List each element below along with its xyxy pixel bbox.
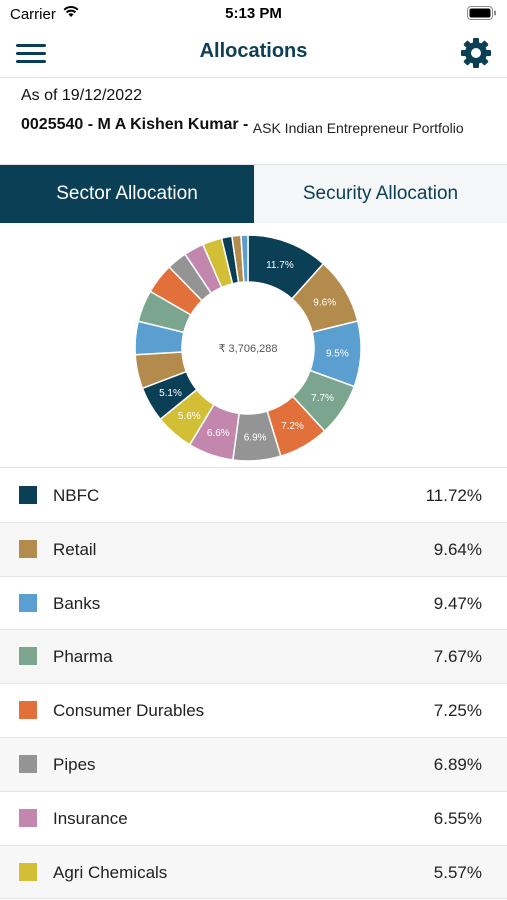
- hamburger-icon[interactable]: [16, 42, 46, 64]
- legend-color-swatch: [19, 808, 37, 827]
- donut-slice[interactable]: [240, 234, 249, 283]
- donut-slice-label: 6.6%: [207, 428, 230, 439]
- legend-row[interactable]: Consumer Durables 7.25%: [0, 684, 507, 738]
- donut-chart-svg: 11.7% 9.6% 9.5% 7.7% 7.2% 6.9% 6.6% 5.6% 5.1% ₹ …: [134, 234, 362, 462]
- tab-sector-allocation[interactable]: Sector Allocation: [0, 165, 254, 223]
- sector-donut-chart: 11.7% 9.6% 9.5% 7.7% 7.2% 6.9% 6.6% 5.6% 5.1% ₹ …: [0, 224, 507, 468]
- legend-row[interactable]: NBFC 11.72%: [0, 469, 507, 523]
- account-info: As of 19/12/2022 0025540 - M A Kishen Ku…: [0, 79, 507, 165]
- tab-security-allocation[interactable]: Security Allocation: [254, 165, 507, 223]
- chart-total-value: ₹ 3,706,288: [219, 343, 278, 355]
- legend-sector-name: NBFC: [53, 486, 100, 505]
- legend-row[interactable]: Banks 9.47%: [0, 577, 507, 631]
- legend-sector-name: Insurance: [53, 808, 128, 828]
- legend-sector-percent: 9.64%: [433, 539, 482, 559]
- donut-slice-label: 11.7%: [266, 260, 294, 271]
- battery-icon: [467, 6, 496, 20]
- page-title: Allocations: [199, 40, 308, 62]
- legend-sector-name: Pharma: [53, 647, 113, 667]
- donut-slice-label: 5.6%: [178, 411, 201, 422]
- legend-sector-percent: 6.55%: [433, 808, 482, 828]
- as-of-date: As of 19/12/2022: [21, 87, 142, 104]
- legend-sector-percent: 9.47%: [433, 593, 482, 613]
- legend-sector-name: Banks: [53, 593, 101, 613]
- carrier-label: Carrier: [10, 6, 56, 23]
- legend-sector-percent: 6.89%: [433, 754, 482, 774]
- legend-row[interactable]: Retail 9.64%: [0, 522, 507, 577]
- donut-slice-label: 9.5%: [326, 348, 349, 359]
- legend-sector-percent: 7.67%: [433, 647, 482, 667]
- navigation-bar: Allocations: [0, 30, 507, 78]
- legend-color-swatch: [19, 701, 37, 720]
- legend-row[interactable]: Pipes 6.89%: [0, 737, 507, 792]
- sector-legend-list: NBFC 11.72% Retail 9.64% Banks 9.47% Pharma 7.6…: [0, 469, 507, 900]
- gear-icon[interactable]: [459, 36, 493, 70]
- donut-slice-label: 7.7%: [311, 393, 334, 404]
- legend-row[interactable]: Insurance 6.55%: [0, 792, 507, 846]
- legend-color-swatch: [19, 862, 37, 881]
- status-bar: Carrier 5:13 PM: [0, 0, 507, 30]
- legend-row[interactable]: Agri Chemicals 5.57%: [0, 845, 507, 900]
- legend-sector-name: Retail: [53, 539, 97, 559]
- portfolio-name: ASK Indian Entrepreneur Portfolio: [252, 120, 464, 136]
- wifi-icon: [63, 6, 79, 17]
- legend-row[interactable]: Pharma 7.67%: [0, 630, 507, 685]
- legend-sector-name: Consumer Durables: [53, 701, 205, 721]
- legend-sector-name: Agri Chemicals: [53, 862, 168, 882]
- legend-color-swatch: [19, 754, 37, 773]
- legend-sector-percent: 7.25%: [433, 701, 482, 721]
- legend-color-swatch: [19, 593, 37, 612]
- portfolio-name-wrap: 0025540 - M A Kishen Kumar - ASK Indian …: [21, 118, 491, 139]
- legend-sector-percent: 11.72%: [425, 486, 482, 505]
- legend-sector-name: Pipes: [53, 754, 96, 774]
- legend-color-swatch: [19, 539, 37, 558]
- legend-sector-percent: 5.57%: [433, 862, 482, 882]
- donut-slice-label: 7.2%: [281, 421, 304, 432]
- donut-slice-label: 6.9%: [244, 433, 267, 444]
- donut-slice-label: 9.6%: [313, 297, 336, 308]
- account-name: 0025540 - M A Kishen Kumar -: [21, 116, 249, 133]
- allocation-tabs: Sector Allocation Security Allocation: [0, 165, 507, 223]
- legend-color-swatch: [19, 647, 37, 666]
- legend-color-swatch: [19, 486, 37, 504]
- clock-label: 5:13 PM: [225, 5, 282, 22]
- donut-slice-label: 5.1%: [159, 388, 182, 399]
